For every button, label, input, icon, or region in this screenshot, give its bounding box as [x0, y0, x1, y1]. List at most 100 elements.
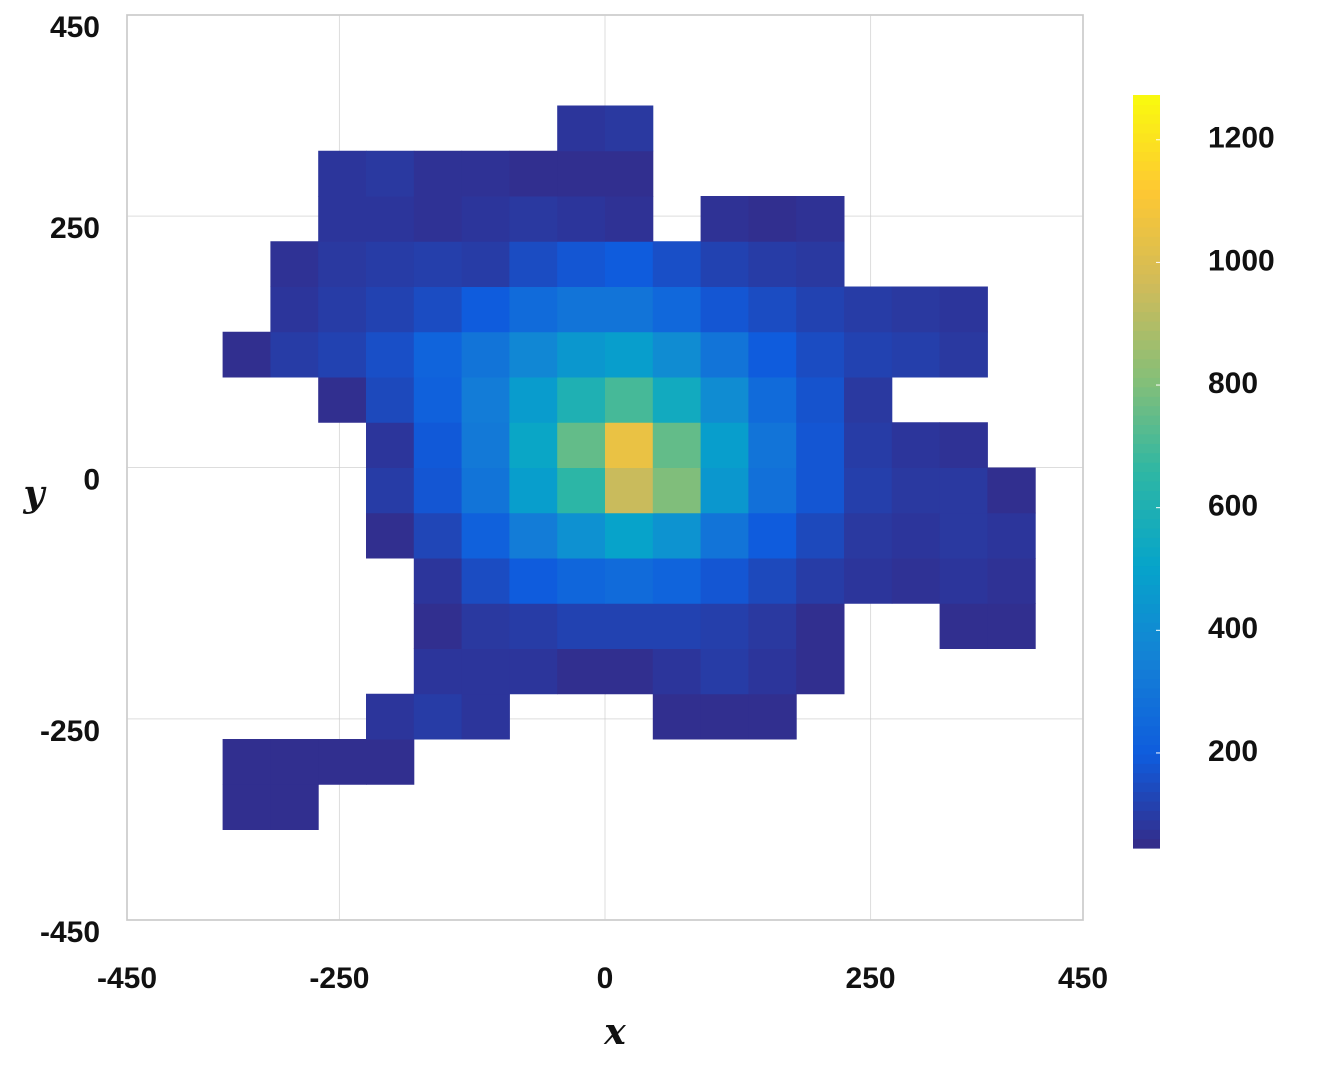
heatmap-cell	[413, 241, 463, 287]
heatmap-cell	[557, 105, 606, 152]
heatmap-cell	[605, 105, 654, 152]
heatmap-cell	[748, 196, 797, 242]
heatmap-cell	[413, 422, 463, 468]
heatmap-cell	[748, 558, 797, 604]
colorbar-segment	[1133, 217, 1160, 228]
heatmap-cell	[987, 558, 1036, 604]
heatmap-cell	[700, 422, 749, 468]
heatmap-cell	[700, 558, 749, 604]
heatmap-cell	[270, 739, 319, 785]
heatmap-cell	[796, 648, 845, 695]
colorbar-segment	[1133, 433, 1160, 444]
colorbar-segment	[1133, 725, 1160, 736]
colorbar-segment	[1133, 593, 1160, 604]
colorbar-segment	[1133, 349, 1160, 360]
heatmap-cell	[796, 422, 845, 468]
heatmap-cell	[700, 467, 749, 514]
heatmap-cell	[509, 286, 558, 333]
heatmap-cell	[700, 241, 749, 287]
colorbar-segment	[1133, 377, 1160, 388]
x-tick-label: 0	[597, 962, 614, 995]
colorbar-segment	[1133, 189, 1160, 200]
heatmap-cell	[270, 286, 319, 333]
heatmap-cell	[652, 693, 702, 740]
heatmap-cell	[891, 558, 941, 604]
colorbar-tick-label: 600	[1208, 490, 1258, 523]
heatmap-cell	[270, 241, 319, 287]
heatmap-cell	[844, 422, 893, 468]
heatmap-cell	[844, 331, 893, 378]
colorbar-segment	[1133, 687, 1160, 698]
colorbar-segment	[1133, 113, 1160, 124]
heatmap-cell	[939, 603, 988, 649]
heatmap-cell	[509, 241, 558, 287]
heatmap-cell	[796, 467, 845, 514]
colorbar-segment	[1133, 198, 1160, 209]
colorbar-segment	[1133, 800, 1160, 811]
colorbar-segment	[1133, 603, 1160, 614]
colorbar-segment	[1133, 706, 1160, 717]
heatmap-cell	[605, 331, 654, 378]
heatmap-cell	[366, 512, 415, 559]
colorbar-segment	[1133, 640, 1160, 651]
colorbar-segment	[1133, 443, 1160, 454]
heatmap-cell	[557, 241, 606, 287]
heatmap-cell	[366, 196, 415, 242]
heatmap-cell	[413, 603, 463, 649]
heatmap-cell	[557, 467, 606, 514]
heatmap-cell	[366, 739, 415, 785]
heatmap-cell	[748, 377, 797, 423]
x-tick-label: 250	[846, 962, 896, 995]
heatmap-cell	[270, 784, 319, 830]
heatmap-cell	[796, 286, 845, 333]
y-axis-label: y	[23, 473, 47, 515]
colorbar-segment	[1133, 631, 1160, 642]
heatmap-cell	[748, 693, 797, 740]
colorbar-segment	[1133, 763, 1160, 774]
heatmap-cell	[605, 150, 654, 197]
heatmap-cell	[366, 150, 415, 197]
colorbar-segment	[1133, 405, 1160, 416]
heatmap-cell	[844, 512, 893, 559]
colorbar-segment	[1133, 255, 1160, 266]
x-tick-label: -450	[97, 962, 157, 995]
heatmap-cell	[652, 603, 702, 649]
heatmap-cell	[413, 286, 463, 333]
colorbar-segment	[1133, 311, 1160, 322]
colorbar-segment	[1133, 575, 1160, 586]
heatmap-cell	[891, 331, 941, 378]
heatmap-cell	[413, 693, 463, 740]
heatmap-cell	[557, 196, 606, 242]
heatmap-cell	[509, 558, 558, 604]
heatmap-cell	[509, 422, 558, 468]
heatmap-cell	[557, 286, 606, 333]
y-tick-label: 250	[50, 212, 100, 245]
heatmap-cell	[796, 241, 845, 287]
heatmap-cell	[557, 648, 606, 695]
heatmap-cell	[796, 603, 845, 649]
colorbar-segment	[1133, 518, 1160, 529]
heatmap-cell	[939, 286, 988, 333]
heatmap-cell	[461, 241, 510, 287]
heatmap-cell	[700, 693, 749, 740]
heatmap-cell	[796, 558, 845, 604]
heatmap-cell	[318, 150, 367, 197]
heatmap-cell	[509, 196, 558, 242]
colorbar-segment	[1133, 330, 1160, 341]
heatmap-cell	[700, 648, 749, 695]
colorbar-segment	[1133, 810, 1160, 821]
heatmap-cell	[366, 467, 415, 514]
heatmap-cell	[748, 241, 797, 287]
heatmap-cell	[796, 512, 845, 559]
heatmap-cell	[318, 739, 367, 785]
heatmap-cell	[652, 422, 702, 468]
heatmap-cell	[652, 467, 702, 514]
colorbar-segment	[1133, 829, 1160, 840]
heatmap-cell	[652, 512, 702, 559]
heatmap-cell	[366, 241, 415, 287]
colorbar-segment	[1133, 320, 1160, 331]
heatmap-cell	[461, 150, 510, 197]
colorbar-tick-label: 800	[1208, 367, 1258, 400]
heatmap-cell	[557, 150, 606, 197]
